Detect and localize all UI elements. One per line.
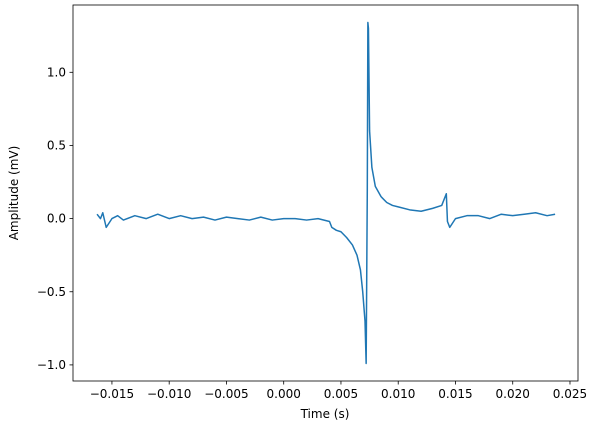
x-tick-label: −0.010 (147, 387, 191, 401)
x-tick-label: 0.000 (267, 387, 301, 401)
y-tick-label: −0.5 (37, 285, 66, 299)
x-tick-label: 0.025 (553, 387, 587, 401)
x-tick-label: 0.005 (324, 387, 358, 401)
x-tick-label: −0.005 (204, 387, 248, 401)
y-tick-label: 0.5 (47, 138, 66, 152)
y-axis-label: Amplitude (mV) (7, 146, 21, 241)
x-tick-label: −0.015 (90, 387, 134, 401)
data-line (96, 21, 556, 365)
y-tick-label: 1.0 (47, 65, 66, 79)
x-tick-label: 0.010 (381, 387, 415, 401)
y-tick-label: 0.0 (47, 212, 66, 226)
x-tick-label: 0.015 (438, 387, 472, 401)
x-axis-label: Time (s) (300, 407, 350, 421)
plot-frame (72, 4, 579, 382)
y-tick-label: −1.0 (37, 358, 66, 372)
x-tick-label: 0.020 (496, 387, 530, 401)
